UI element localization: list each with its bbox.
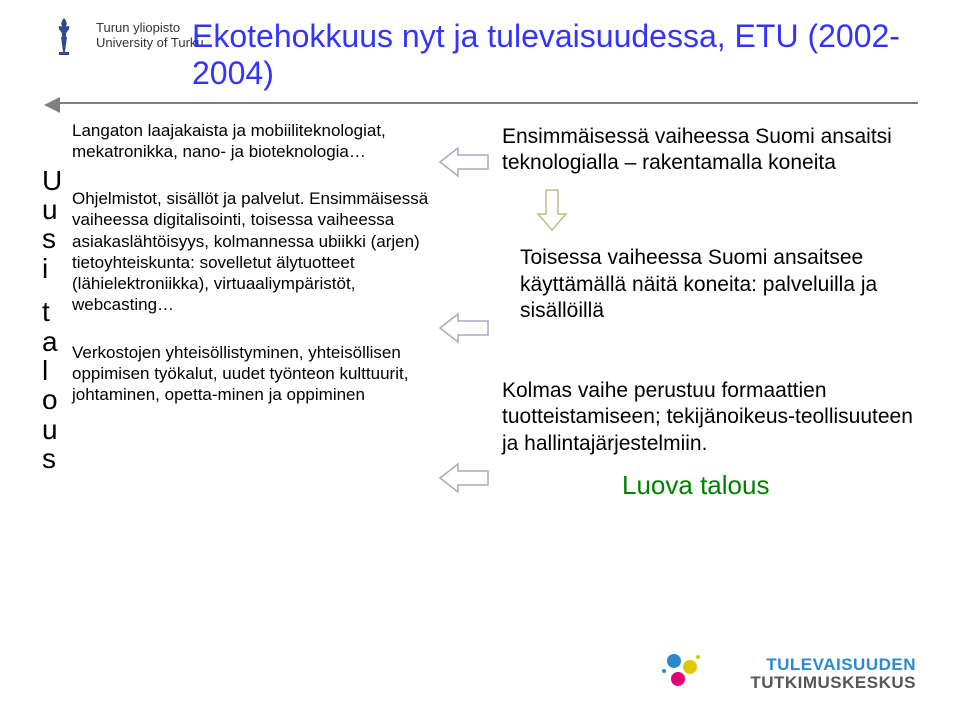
phase-text-2: Ohjelmistot, sisällöt ja palvelut. Ensim…	[72, 188, 432, 316]
luova-label: Luova talous	[622, 469, 918, 502]
letter: o	[42, 385, 72, 414]
right-text-3: Kolmas vaihe perustuu formaattien tuotte…	[502, 378, 918, 457]
letter: U	[42, 166, 72, 195]
footer-brand-2: TUTKIMUSKESKUS	[750, 673, 916, 693]
right-text-2: Toisessa vaiheessa Suomi ansaitsee käytt…	[520, 245, 918, 324]
arrow-left-icon	[438, 460, 490, 496]
letter: t	[42, 297, 72, 326]
university-name: Turun yliopisto University of Turku	[96, 21, 204, 51]
letter: s	[42, 444, 72, 473]
university-name-fi: Turun yliopisto	[96, 21, 204, 36]
content-columns: U u s i t a l o u s Langaton laajakaista…	[42, 120, 918, 502]
right-column: Ensimmäisessä vaiheessa Suomi ansaitsi t…	[502, 120, 918, 502]
letter: s	[42, 224, 72, 253]
slide-title: Ekotehokkuus nyt ja tulevaisuudessa, ETU…	[192, 18, 918, 92]
phase-text-1: Langaton laajakaista ja mobiiliteknologi…	[72, 120, 432, 163]
arrow-left-icon	[438, 310, 490, 346]
title-rule	[60, 102, 918, 104]
arrow-down-icon	[534, 188, 570, 232]
dots-icon	[654, 649, 706, 693]
arrow-left-icon	[438, 144, 490, 180]
letter: u	[42, 195, 72, 224]
arrow-column	[432, 120, 502, 502]
slide: Turun yliopisto University of Turku Ekot…	[0, 0, 960, 707]
letter: u	[42, 415, 72, 444]
phase-text-3: Verkostojen yhteisöllistyminen, yhteisöl…	[72, 342, 432, 406]
footer-logo: TULEVAISUUDEN TUTKIMUSKESKUS	[750, 655, 916, 693]
letter: a	[42, 327, 72, 356]
university-name-en: University of Turku	[96, 36, 204, 51]
torch-icon	[42, 14, 86, 58]
middle-column: Langaton laajakaista ja mobiiliteknologi…	[72, 120, 432, 502]
letter: l	[42, 356, 72, 385]
footer-brand-1: TULEVAISUUDEN	[750, 655, 916, 675]
vertical-label: U u s i t a l o u s	[42, 120, 72, 502]
right-text-1: Ensimmäisessä vaiheessa Suomi ansaitsi t…	[502, 124, 918, 177]
letter: i	[42, 254, 72, 283]
